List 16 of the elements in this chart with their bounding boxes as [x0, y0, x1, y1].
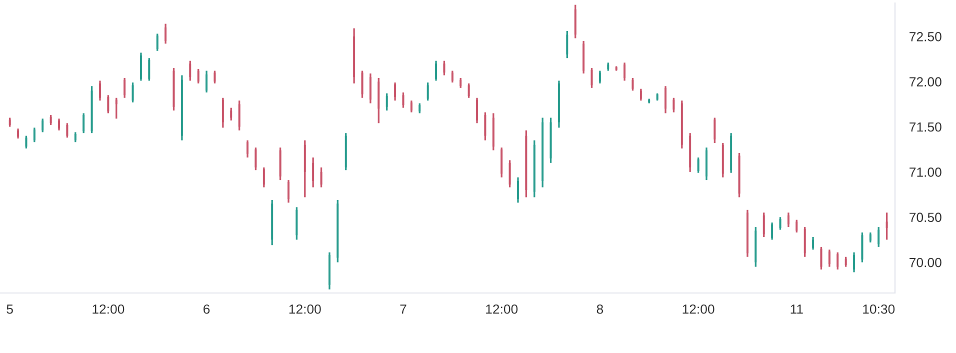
y-tick-label: 72.50 [910, 32, 942, 42]
y-tick-label: 70.00 [910, 258, 942, 268]
y-tick-label: 71.00 [910, 168, 942, 177]
x-tick-label: 7 [400, 304, 406, 314]
x-tick-label: 12:00 [92, 304, 124, 314]
x-tick-label: 12:00 [682, 304, 714, 314]
x-tick-label: 5 [6, 304, 13, 314]
x-tick-label: 10:30 [863, 304, 895, 314]
y-tick-label: 72.00 [910, 77, 942, 87]
x-tick-label: 8 [596, 304, 604, 314]
y-tick-label: 71.50 [910, 122, 942, 132]
x-tick-label: 12:00 [289, 304, 321, 314]
x-tick-label: 11 [790, 304, 803, 314]
x-tick-label: 12:00 [486, 304, 518, 314]
x-tick-label: 6 [204, 304, 210, 314]
y-tick-label: 70.50 [910, 212, 942, 222]
